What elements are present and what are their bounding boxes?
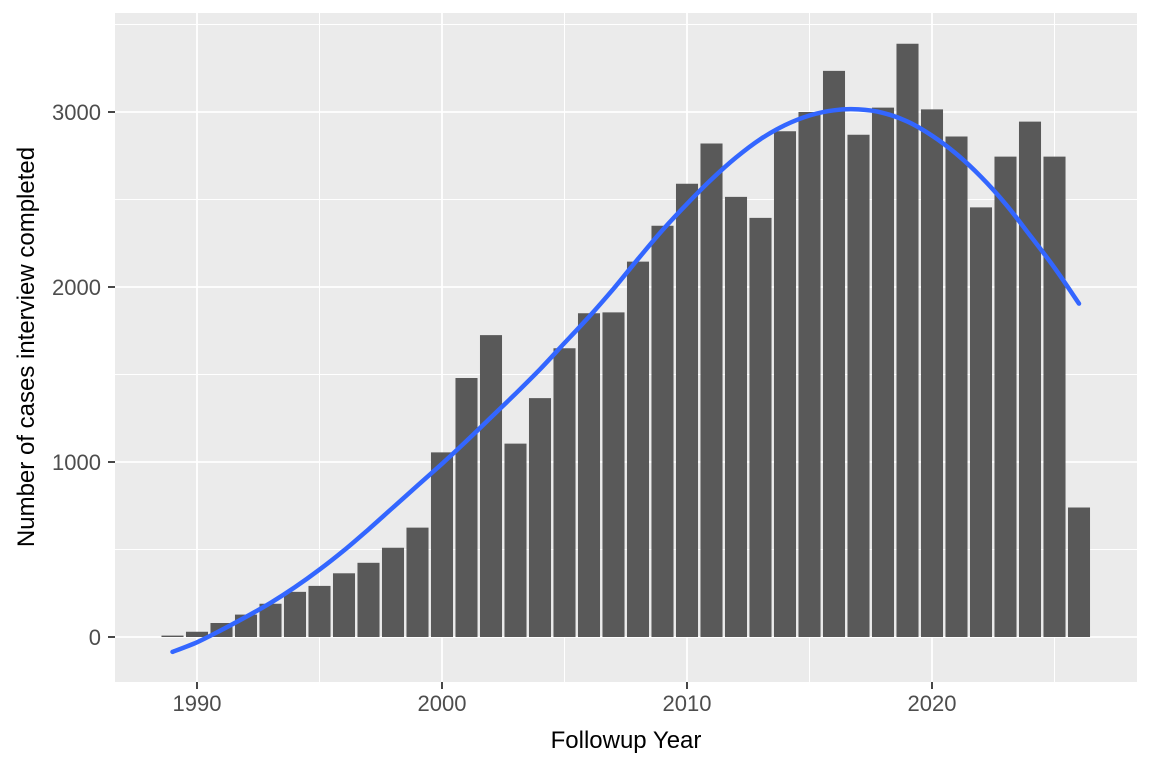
y-tick-label-0: 0 — [89, 625, 101, 650]
histogram-bar-2011 — [700, 143, 723, 637]
histogram-bar-2016 — [822, 70, 846, 637]
histogram-bar-1995 — [308, 585, 331, 637]
histogram-bar-2013 — [749, 217, 772, 637]
histogram-bar-2002 — [479, 335, 503, 637]
x-tick-label-1990: 1990 — [173, 691, 222, 716]
histogram-bar-2005 — [553, 348, 576, 637]
histogram-bar-1997 — [357, 562, 380, 637]
histogram-bar-2000 — [430, 452, 454, 637]
histogram-bar-1990 — [185, 631, 209, 637]
histogram-bar-1996 — [332, 573, 356, 637]
histogram-bar-2026 — [1067, 507, 1091, 637]
histogram-bar-1994 — [283, 591, 307, 637]
histogram-bar-1999 — [406, 527, 429, 637]
histogram-bar-2024 — [1018, 121, 1042, 637]
x-tick-label-2020: 2020 — [908, 691, 957, 716]
histogram-bar-2006 — [577, 313, 601, 637]
histogram-bar-2019 — [896, 43, 919, 637]
histogram-bar-2023 — [994, 156, 1017, 637]
histogram-bar-2007 — [602, 312, 625, 637]
histogram-bar-1998 — [381, 547, 405, 637]
x-tick-label-2010: 2010 — [663, 691, 712, 716]
histogram-bar-2001 — [455, 378, 478, 637]
loess-smooth-line — [170, 106, 1082, 655]
histogram-bar-2014 — [773, 131, 797, 637]
histogram-bar-1989 — [161, 635, 184, 637]
histogram-bar-2018 — [871, 107, 895, 637]
histogram-bar-1993 — [259, 603, 282, 637]
histogram-bar-2022 — [969, 207, 993, 637]
y-axis-title: Number of cases interview completed — [13, 146, 40, 548]
histogram-bar-2025 — [1043, 156, 1066, 637]
y-tick-label-1000: 1000 — [52, 450, 101, 475]
histogram-bar-2020 — [920, 109, 944, 637]
y-tick-label-3000: 3000 — [52, 100, 101, 125]
x-tick-label-2000: 2000 — [418, 691, 467, 716]
histogram-bar-2010 — [675, 183, 699, 637]
histogram-bar-2009 — [651, 225, 674, 637]
histogram-bar-2003 — [504, 443, 527, 637]
y-tick-label-2000: 2000 — [52, 275, 101, 300]
histogram-bar-2004 — [528, 398, 552, 637]
histogram-bar-2017 — [847, 134, 870, 637]
x-axis-title: Followup Year — [550, 727, 702, 754]
histogram-bar-2015 — [798, 112, 821, 637]
histogram-bar-2021 — [945, 136, 968, 637]
histogram-bar-2012 — [724, 196, 748, 637]
histogram-bar-2008 — [626, 261, 650, 637]
